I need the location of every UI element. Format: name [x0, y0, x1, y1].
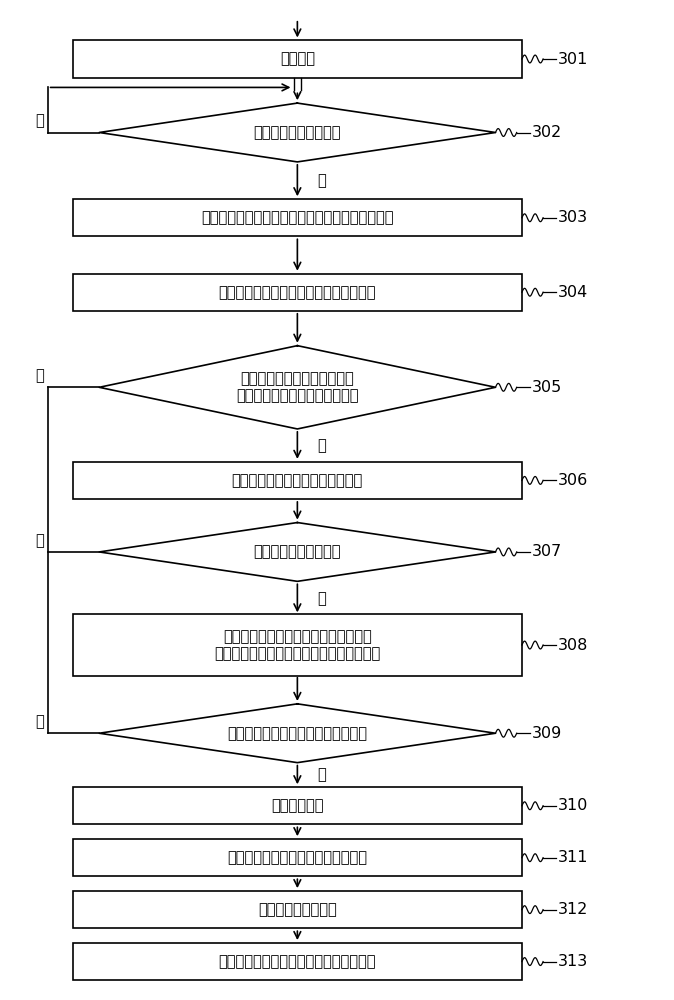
- Bar: [73, 40, 522, 78]
- Text: 311: 311: [558, 850, 589, 865]
- Text: 启动计时: 启动计时: [280, 51, 315, 66]
- Text: 309: 309: [532, 726, 562, 741]
- Bar: [73, 943, 522, 980]
- Text: 否: 否: [36, 533, 44, 548]
- Text: 313: 313: [558, 954, 588, 969]
- Text: 是: 是: [317, 767, 326, 782]
- Text: 是: 是: [317, 438, 326, 453]
- Text: 312: 312: [558, 902, 588, 917]
- Text: 308: 308: [558, 638, 588, 653]
- Text: 生成报警消息: 生成报警消息: [271, 798, 324, 813]
- Bar: [73, 199, 522, 236]
- Bar: [73, 787, 522, 824]
- Text: 是: 是: [317, 591, 326, 606]
- Text: 否: 否: [36, 368, 44, 383]
- Text: 获取被监测高压电缆局部放电在线监测的监测数据: 获取被监测高压电缆局部放电在线监测的监测数据: [201, 210, 394, 225]
- Text: 301: 301: [558, 51, 588, 66]
- Text: 判断监测数据与设定报警阈值
之间的偏差是否大于设定偏差值: 判断监测数据与设定报警阈值 之间的偏差是否大于设定偏差值: [236, 371, 359, 403]
- Bar: [73, 891, 522, 928]
- Text: 判断超限概率是否大于设定概率阈值: 判断超限概率是否大于设定概率阈值: [227, 726, 367, 741]
- Bar: [73, 274, 522, 311]
- Text: 计算在统计周期内，报警数据的数量与
监测数据的数量之间的比值，作为超限概率: 计算在统计周期内，报警数据的数量与 监测数据的数量之间的比值，作为超限概率: [214, 629, 381, 661]
- Text: 305: 305: [532, 380, 562, 395]
- Text: 将当前的监测数据标记为报警数据: 将当前的监测数据标记为报警数据: [232, 473, 363, 488]
- Text: 否: 否: [36, 714, 44, 729]
- Text: 对报警消息进行过滤: 对报警消息进行过滤: [258, 902, 337, 917]
- Text: 否: 否: [36, 113, 44, 128]
- Bar: [73, 614, 522, 676]
- Text: 304: 304: [558, 285, 588, 300]
- Text: 根据过滤后的报警消息触发发送报警信息: 根据过滤后的报警消息触发发送报警信息: [218, 954, 376, 969]
- Text: 判断统计周期是否期满: 判断统计周期是否期满: [253, 544, 341, 559]
- Text: 判断采样时间是否到达: 判断采样时间是否到达: [253, 125, 341, 140]
- Text: 计算监测数据与设定报警阈值之间的偏差: 计算监测数据与设定报警阈值之间的偏差: [218, 285, 376, 300]
- Text: 310: 310: [558, 798, 588, 813]
- Text: 将报警消息缓存在报警消息缓存池中: 将报警消息缓存在报警消息缓存池中: [227, 850, 367, 865]
- Bar: [73, 839, 522, 876]
- Text: 是: 是: [317, 173, 326, 188]
- Bar: [73, 462, 522, 499]
- Text: 303: 303: [558, 210, 588, 225]
- Text: 302: 302: [532, 125, 562, 140]
- Text: 306: 306: [558, 473, 588, 488]
- Text: 307: 307: [532, 544, 562, 559]
